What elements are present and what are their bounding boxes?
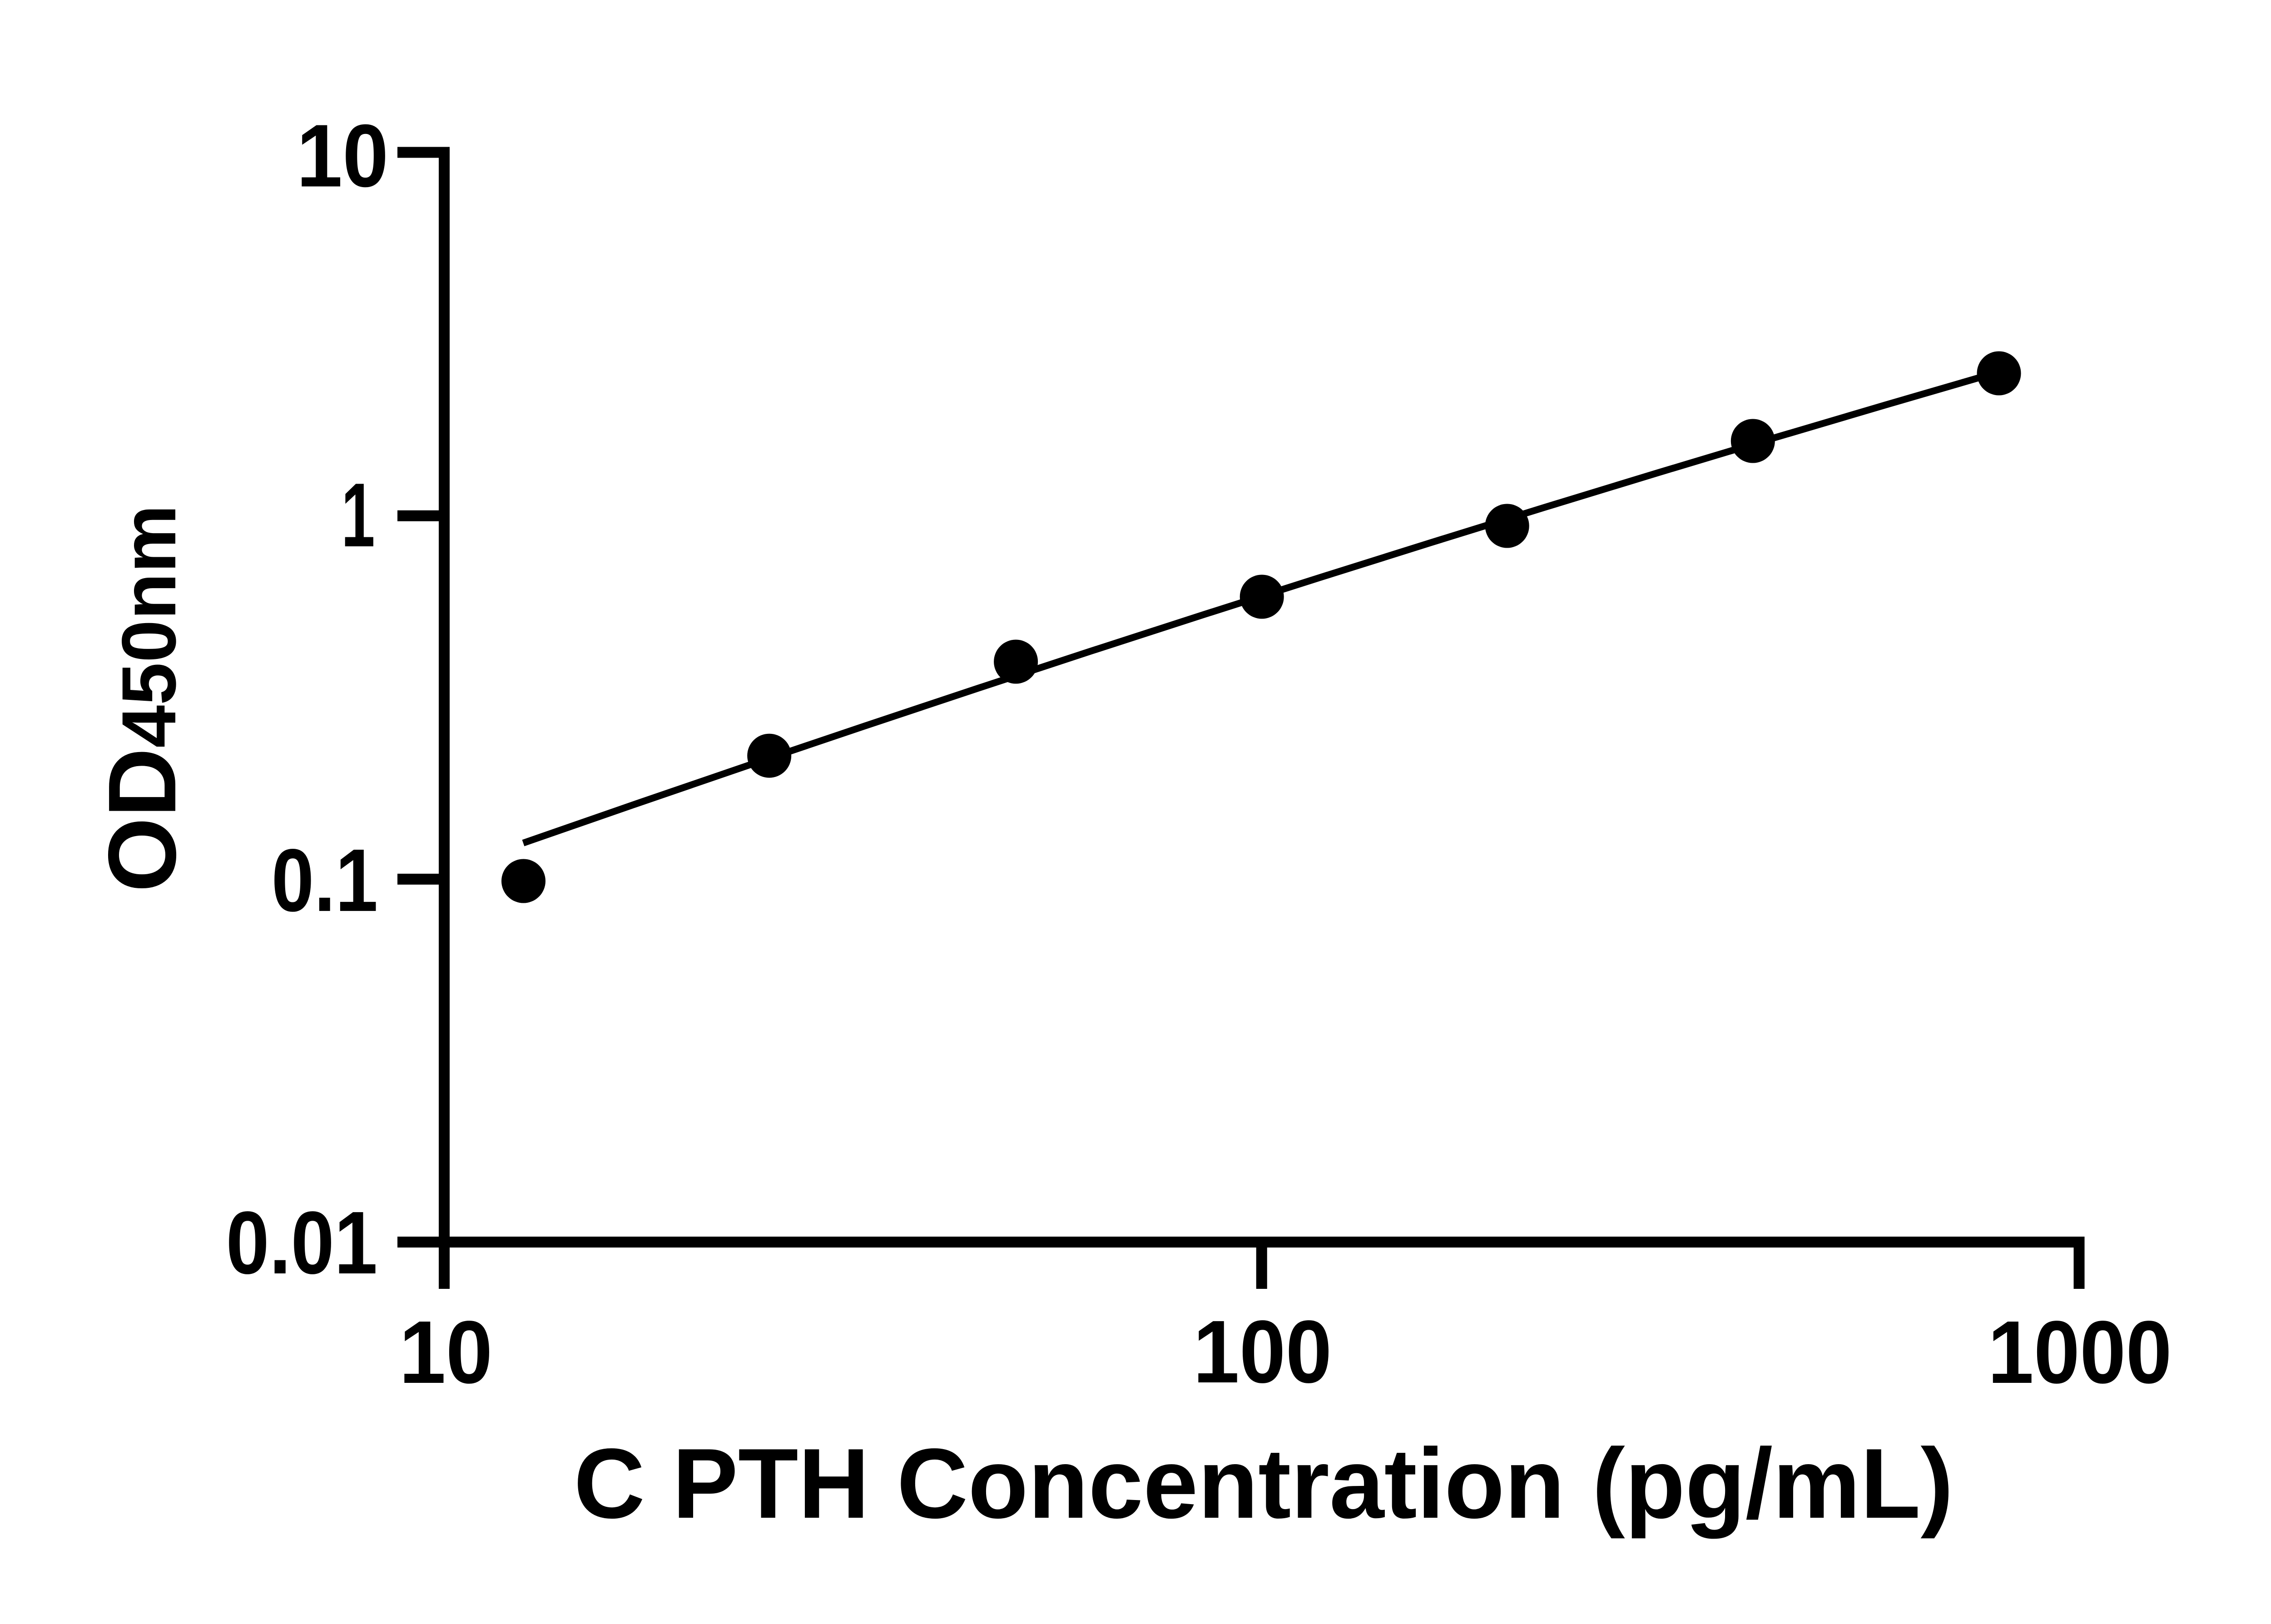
svg-text:0.1: 0.1	[272, 830, 378, 930]
svg-text:1: 1	[341, 465, 375, 566]
svg-text:C PTH Concentration (pg/mL): C PTH Concentration (pg/mL)	[574, 1428, 1953, 1539]
svg-text:10: 10	[297, 106, 389, 206]
svg-text:0.01: 0.01	[226, 1193, 378, 1292]
svg-text:100: 100	[1193, 1302, 1332, 1401]
svg-text:10: 10	[399, 1302, 493, 1402]
svg-text:OD450nm: OD450nm	[88, 505, 196, 892]
svg-text:1000: 1000	[1988, 1303, 2172, 1402]
